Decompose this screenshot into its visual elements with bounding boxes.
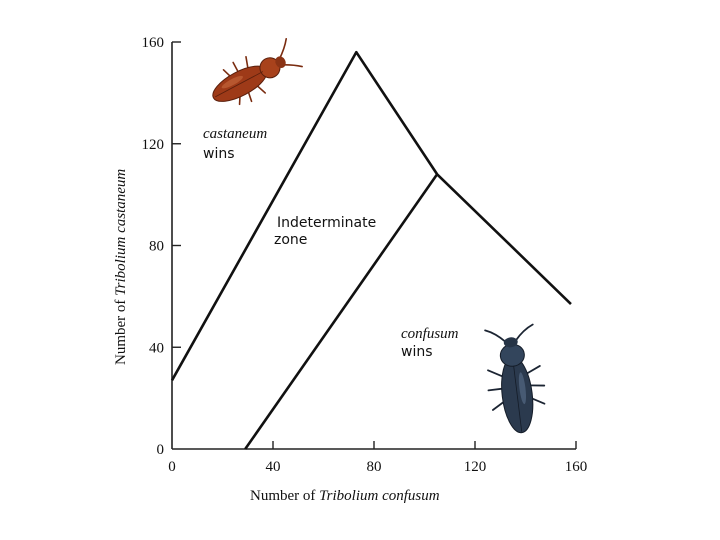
axis-ticks: 0 40 80 120 160 0 40 80 120 160 xyxy=(142,35,588,475)
red-flour-beetle-image xyxy=(212,37,303,106)
x-tick-label: 0 xyxy=(168,459,176,475)
castaneum-label: castaneum xyxy=(203,126,267,142)
lower-boundary-line xyxy=(244,173,439,450)
x-tick-label: 160 xyxy=(565,459,588,475)
y-tick-label: 0 xyxy=(157,442,165,458)
y-tick-label: 80 xyxy=(149,239,164,255)
zone-label: zone xyxy=(274,232,307,248)
boundary-lines xyxy=(170,50,572,450)
y-tick-label: 120 xyxy=(142,137,165,153)
confused-flour-beetle-image xyxy=(484,323,546,434)
x-axis-title: Number of Tribolium confusum xyxy=(250,488,440,504)
x-tick-label: 120 xyxy=(464,459,487,475)
x-tick-label: 40 xyxy=(266,459,281,475)
castaneum-wins-label: wins xyxy=(203,146,235,162)
confusum-wins-label: wins xyxy=(401,344,433,360)
x-tick-label: 80 xyxy=(367,459,382,475)
confusum-label: confusum xyxy=(401,326,459,342)
y-tick-label: 40 xyxy=(149,340,164,356)
upper-boundary-line xyxy=(170,50,572,381)
indeterminate-label: Indeterminate xyxy=(277,215,376,231)
y-axis-title: Number of Tribolium castaneum xyxy=(113,169,129,365)
y-tick-label: 160 xyxy=(142,35,165,51)
